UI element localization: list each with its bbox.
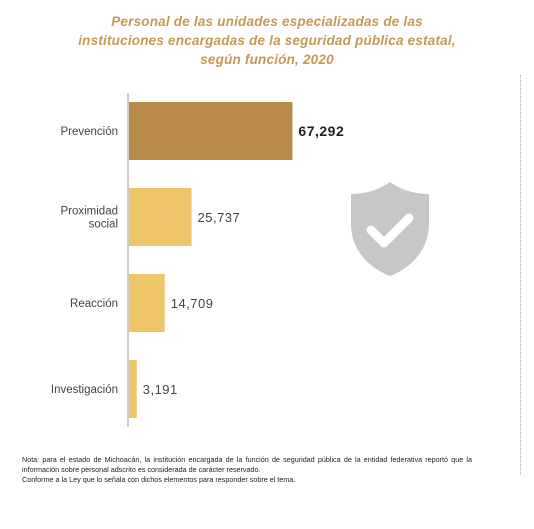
shield-shape bbox=[351, 182, 429, 276]
footnote-line-1: Nota: para el estado de Michoacán, la in… bbox=[22, 455, 472, 474]
value-label: 67,292 bbox=[298, 123, 344, 139]
title-line-3: según función, 2020 bbox=[200, 52, 334, 67]
title-line-1: Personal de las unidades especializadas … bbox=[111, 14, 423, 29]
category-label: Reacción bbox=[70, 298, 118, 310]
title-line-2: instituciones encargadas de la seguridad… bbox=[78, 33, 456, 48]
footnote: Nota: para el estado de Michoacán, la in… bbox=[22, 455, 472, 485]
category-label: Prevención bbox=[60, 126, 118, 138]
bar bbox=[129, 360, 137, 418]
category-label-line: social bbox=[89, 219, 118, 231]
category-label: Proximidad social bbox=[60, 206, 118, 231]
bar bbox=[129, 274, 165, 332]
divider-line bbox=[520, 75, 521, 475]
bars-layer: Prevención 67,292 Proximidad social 25,737 Re… bbox=[51, 93, 344, 427]
bar bbox=[129, 188, 192, 246]
shield-check-icon bbox=[345, 178, 435, 283]
category-label-line: Prevención bbox=[60, 126, 118, 138]
category-label-line: Proximidad bbox=[60, 206, 118, 218]
checkmark bbox=[366, 213, 414, 248]
value-label: 25,737 bbox=[198, 210, 241, 225]
value-label: 3,191 bbox=[143, 382, 178, 397]
bar bbox=[129, 102, 293, 160]
footnote-line-2: Conforme a la Ley que lo señala con dich… bbox=[22, 475, 296, 484]
category-label: Investigación bbox=[51, 384, 118, 396]
category-label-line: Reacción bbox=[70, 298, 118, 310]
value-label: 14,709 bbox=[171, 296, 214, 311]
chart-title: Personal de las unidades especializadas … bbox=[0, 12, 534, 69]
bar-chart: Prevención 67,292 Proximidad social 25,737 Re… bbox=[51, 93, 344, 427]
category-label-line: Investigación bbox=[51, 384, 118, 396]
